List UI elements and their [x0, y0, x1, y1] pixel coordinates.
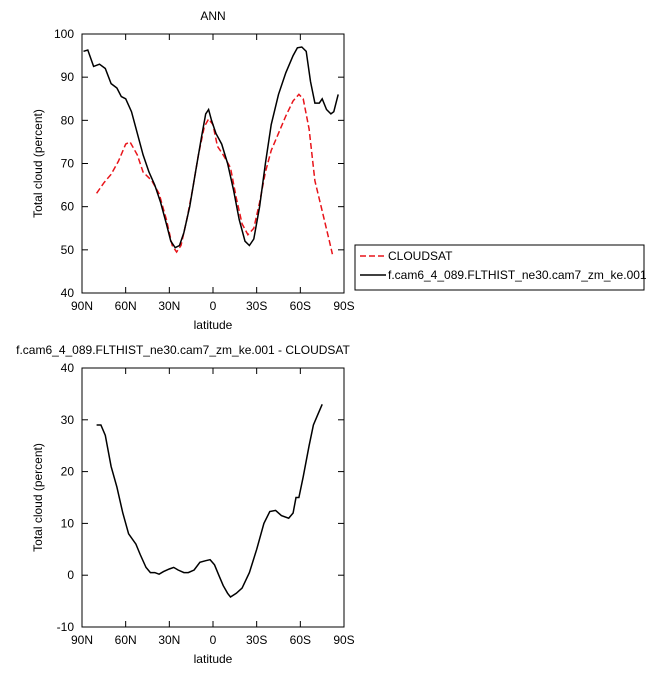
y-tick-label: 50: [61, 243, 75, 257]
x-tick-label: 90S: [333, 633, 354, 647]
x-axis-label: latitude: [194, 318, 233, 332]
legend-label: f.cam6_4_089.FLTHIST_ne30.cam7_zm_ke.001: [388, 268, 647, 282]
y-tick-label: 90: [61, 70, 75, 84]
y-axis-label: Total cloud (percent): [31, 443, 45, 552]
y-tick-label: 20: [61, 465, 75, 479]
x-axis-label: latitude: [194, 652, 233, 666]
x-tick-label: 30N: [158, 633, 180, 647]
y-axis-label: Total cloud (percent): [31, 109, 45, 218]
y-tick-label: 0: [67, 568, 74, 582]
x-tick-label: 60S: [290, 633, 311, 647]
legend-label: CLOUDSAT: [388, 249, 453, 263]
data-line: [83, 46, 339, 249]
y-tick-label: 80: [61, 113, 75, 127]
x-tick-label: 60S: [290, 299, 311, 313]
x-tick-label: 60N: [115, 633, 137, 647]
data-line: [95, 93, 334, 255]
plot-frame: [81, 33, 345, 294]
legend-box: [354, 244, 645, 291]
x-tick-label: 90N: [71, 633, 93, 647]
chart-title: f.cam6_4_089.FLTHIST_ne30.cam7_zm_ke.001…: [16, 343, 350, 357]
chart-title: ANN: [200, 9, 225, 23]
x-tick-label: 0: [210, 633, 217, 647]
x-tick-label: 30S: [246, 299, 267, 313]
y-tick-label: 10: [61, 516, 75, 530]
data-line: [96, 404, 323, 598]
x-tick-label: 90S: [333, 299, 354, 313]
x-tick-label: 30N: [158, 299, 180, 313]
y-tick-label: 30: [61, 413, 75, 427]
x-tick-label: 0: [210, 299, 217, 313]
y-tick-label: 40: [61, 361, 75, 375]
x-tick-label: 60N: [115, 299, 137, 313]
y-tick-label: 100: [54, 27, 74, 41]
x-tick-label: 90N: [71, 299, 93, 313]
y-tick-label: 60: [61, 200, 75, 214]
y-tick-label: 70: [61, 157, 75, 171]
plot-frame: [81, 367, 345, 628]
y-tick-label: -10: [57, 620, 75, 634]
y-tick-label: 40: [61, 286, 75, 300]
x-tick-label: 30S: [246, 633, 267, 647]
